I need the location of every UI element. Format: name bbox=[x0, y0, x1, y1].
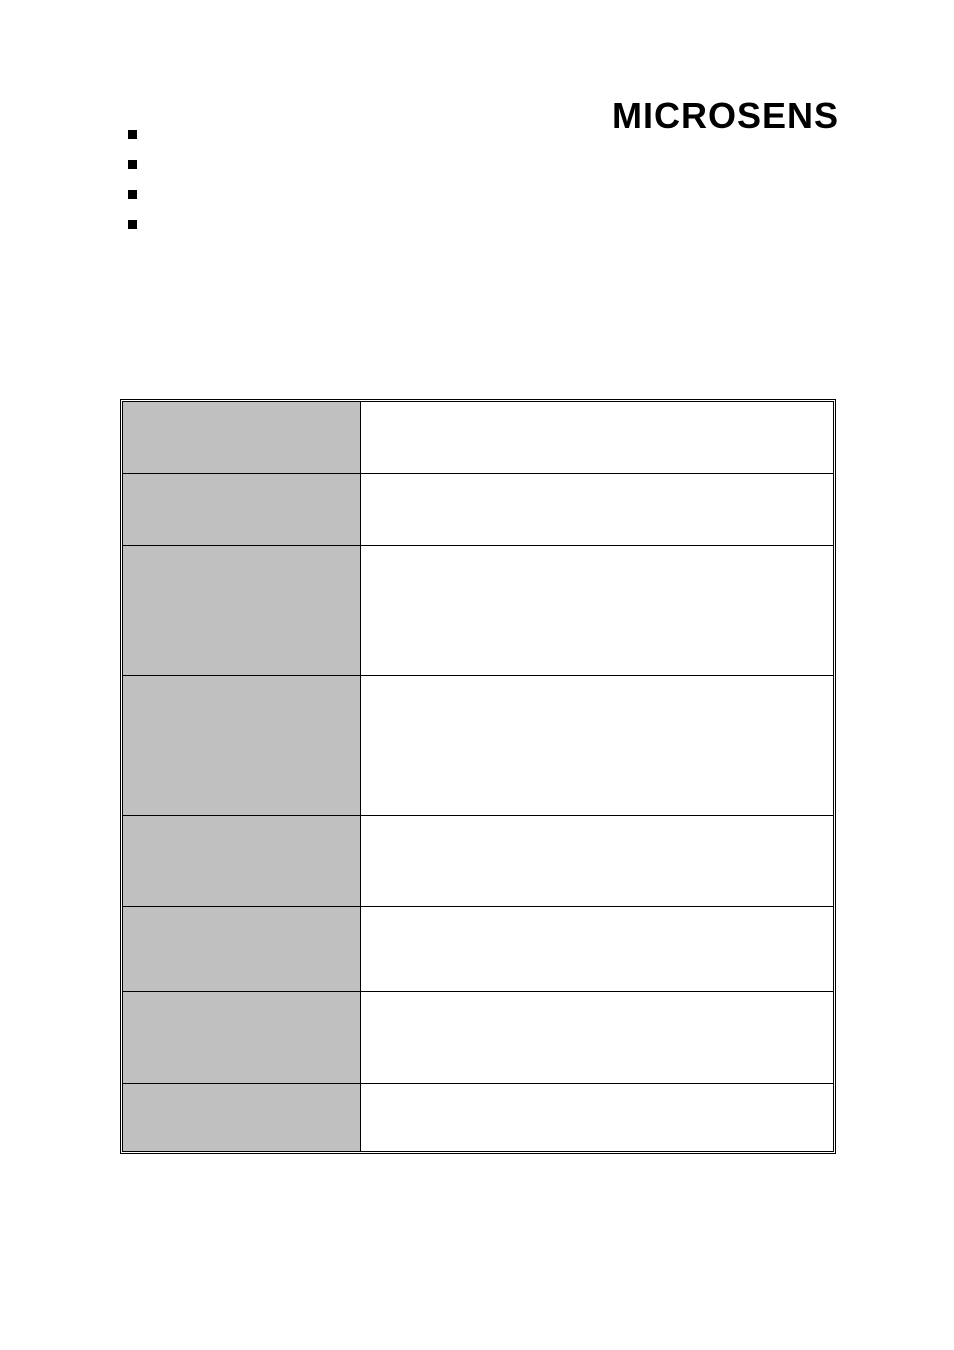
table-cell-value bbox=[361, 1084, 833, 1151]
bullet-icon bbox=[128, 160, 137, 169]
table-cell-value bbox=[361, 907, 833, 991]
table-row bbox=[123, 676, 833, 816]
table-cell-value bbox=[361, 546, 833, 675]
bullet-icon bbox=[128, 190, 137, 199]
table-row bbox=[123, 1084, 833, 1151]
table-cell-value bbox=[361, 676, 833, 815]
table-row bbox=[123, 992, 833, 1084]
table-cell-label bbox=[123, 907, 361, 991]
table-cell-value bbox=[361, 816, 833, 906]
table-cell-label bbox=[123, 992, 361, 1083]
table-cell-label bbox=[123, 676, 361, 815]
table-cell-value bbox=[361, 402, 833, 473]
table-row bbox=[123, 402, 833, 474]
bullet-list bbox=[128, 130, 137, 250]
table-row bbox=[123, 546, 833, 676]
table-cell-label bbox=[123, 402, 361, 473]
table-cell-label bbox=[123, 816, 361, 906]
bullet-icon bbox=[128, 130, 137, 139]
table-cell-label bbox=[123, 474, 361, 545]
table-row bbox=[123, 474, 833, 546]
brand-logo: MICROSENS bbox=[612, 95, 839, 137]
table-row bbox=[123, 816, 833, 907]
table-cell-value bbox=[361, 992, 833, 1083]
table-cell-label bbox=[123, 546, 361, 675]
spec-table bbox=[120, 399, 836, 1154]
bullet-icon bbox=[128, 220, 137, 229]
table-cell-value bbox=[361, 474, 833, 545]
table-cell-label bbox=[123, 1084, 361, 1151]
table-row bbox=[123, 907, 833, 992]
